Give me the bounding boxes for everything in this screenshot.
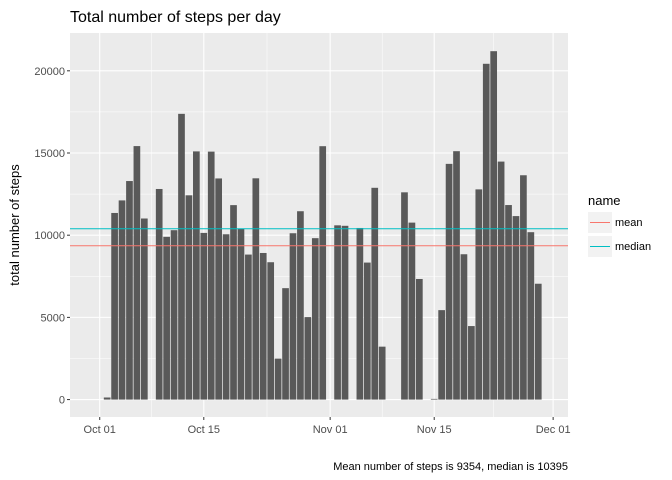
legend-title: name (588, 193, 621, 208)
bar (155, 188, 163, 400)
bar (215, 178, 223, 400)
y-axis: 0 5000 10000 15000 20000 (34, 66, 70, 407)
bar (237, 228, 245, 400)
bar (245, 254, 252, 400)
bar (408, 222, 416, 400)
bar (468, 326, 475, 400)
bar (401, 192, 408, 400)
bar (252, 178, 260, 400)
bar (230, 205, 237, 400)
y-axis-title: total number of steps (7, 164, 22, 286)
bar (334, 225, 341, 400)
bars (103, 51, 542, 400)
x-tick-label: Nov 01 (313, 424, 348, 436)
reference-lines (70, 228, 568, 247)
bar (267, 262, 275, 400)
legend: name mean median (588, 193, 651, 257)
x-tick-label: Nov 15 (417, 424, 452, 436)
bar (371, 187, 379, 400)
caption: Mean number of steps is 9354, median is … (333, 461, 568, 473)
bar (118, 200, 126, 400)
x-tick-label: Oct 01 (84, 424, 116, 436)
bar (460, 254, 468, 400)
bar (311, 238, 319, 400)
y-tick-label: 5000 (41, 312, 65, 324)
bar (319, 146, 327, 400)
bar (170, 230, 178, 400)
bar (497, 161, 505, 400)
bar (126, 181, 133, 400)
x-tick-label: Dec 01 (536, 424, 571, 436)
bar (430, 398, 438, 400)
bar (178, 113, 185, 400)
bar (133, 146, 141, 400)
x-axis: Oct 01 Oct 15 Nov 01 Nov 15 Dec 01 (84, 417, 571, 436)
bar (438, 310, 445, 400)
bar (505, 205, 512, 400)
bar (289, 233, 297, 400)
bar (297, 211, 304, 400)
bar (200, 232, 208, 400)
bar (193, 151, 200, 400)
bar (222, 234, 230, 400)
bar (534, 283, 542, 400)
bar (475, 189, 483, 400)
bar (259, 252, 267, 400)
bar (520, 175, 527, 400)
bar (341, 225, 349, 400)
bar (282, 288, 289, 400)
y-tick-label: 20000 (34, 66, 65, 78)
chart-title: Total number of steps per day (70, 9, 281, 26)
bar (356, 227, 364, 400)
bar (185, 195, 193, 400)
bar (111, 212, 118, 400)
bar (140, 218, 148, 400)
bar (415, 278, 423, 400)
bar (363, 262, 371, 400)
bar (378, 346, 386, 400)
bar (163, 236, 170, 400)
legend-label-median: median (615, 241, 651, 253)
x-tick-label: Oct 15 (188, 424, 220, 436)
bar (103, 397, 111, 400)
y-tick-label: 0 (59, 395, 65, 407)
bar (453, 151, 460, 400)
y-tick-label: 10000 (34, 230, 65, 242)
bar (512, 216, 520, 400)
bar (482, 63, 490, 400)
bar (304, 317, 312, 400)
bar (445, 163, 453, 400)
bar (274, 358, 282, 400)
bar (490, 51, 498, 400)
bar (207, 151, 215, 400)
bar (527, 232, 535, 400)
y-tick-label: 15000 (34, 148, 65, 160)
legend-label-mean: mean (615, 217, 643, 229)
